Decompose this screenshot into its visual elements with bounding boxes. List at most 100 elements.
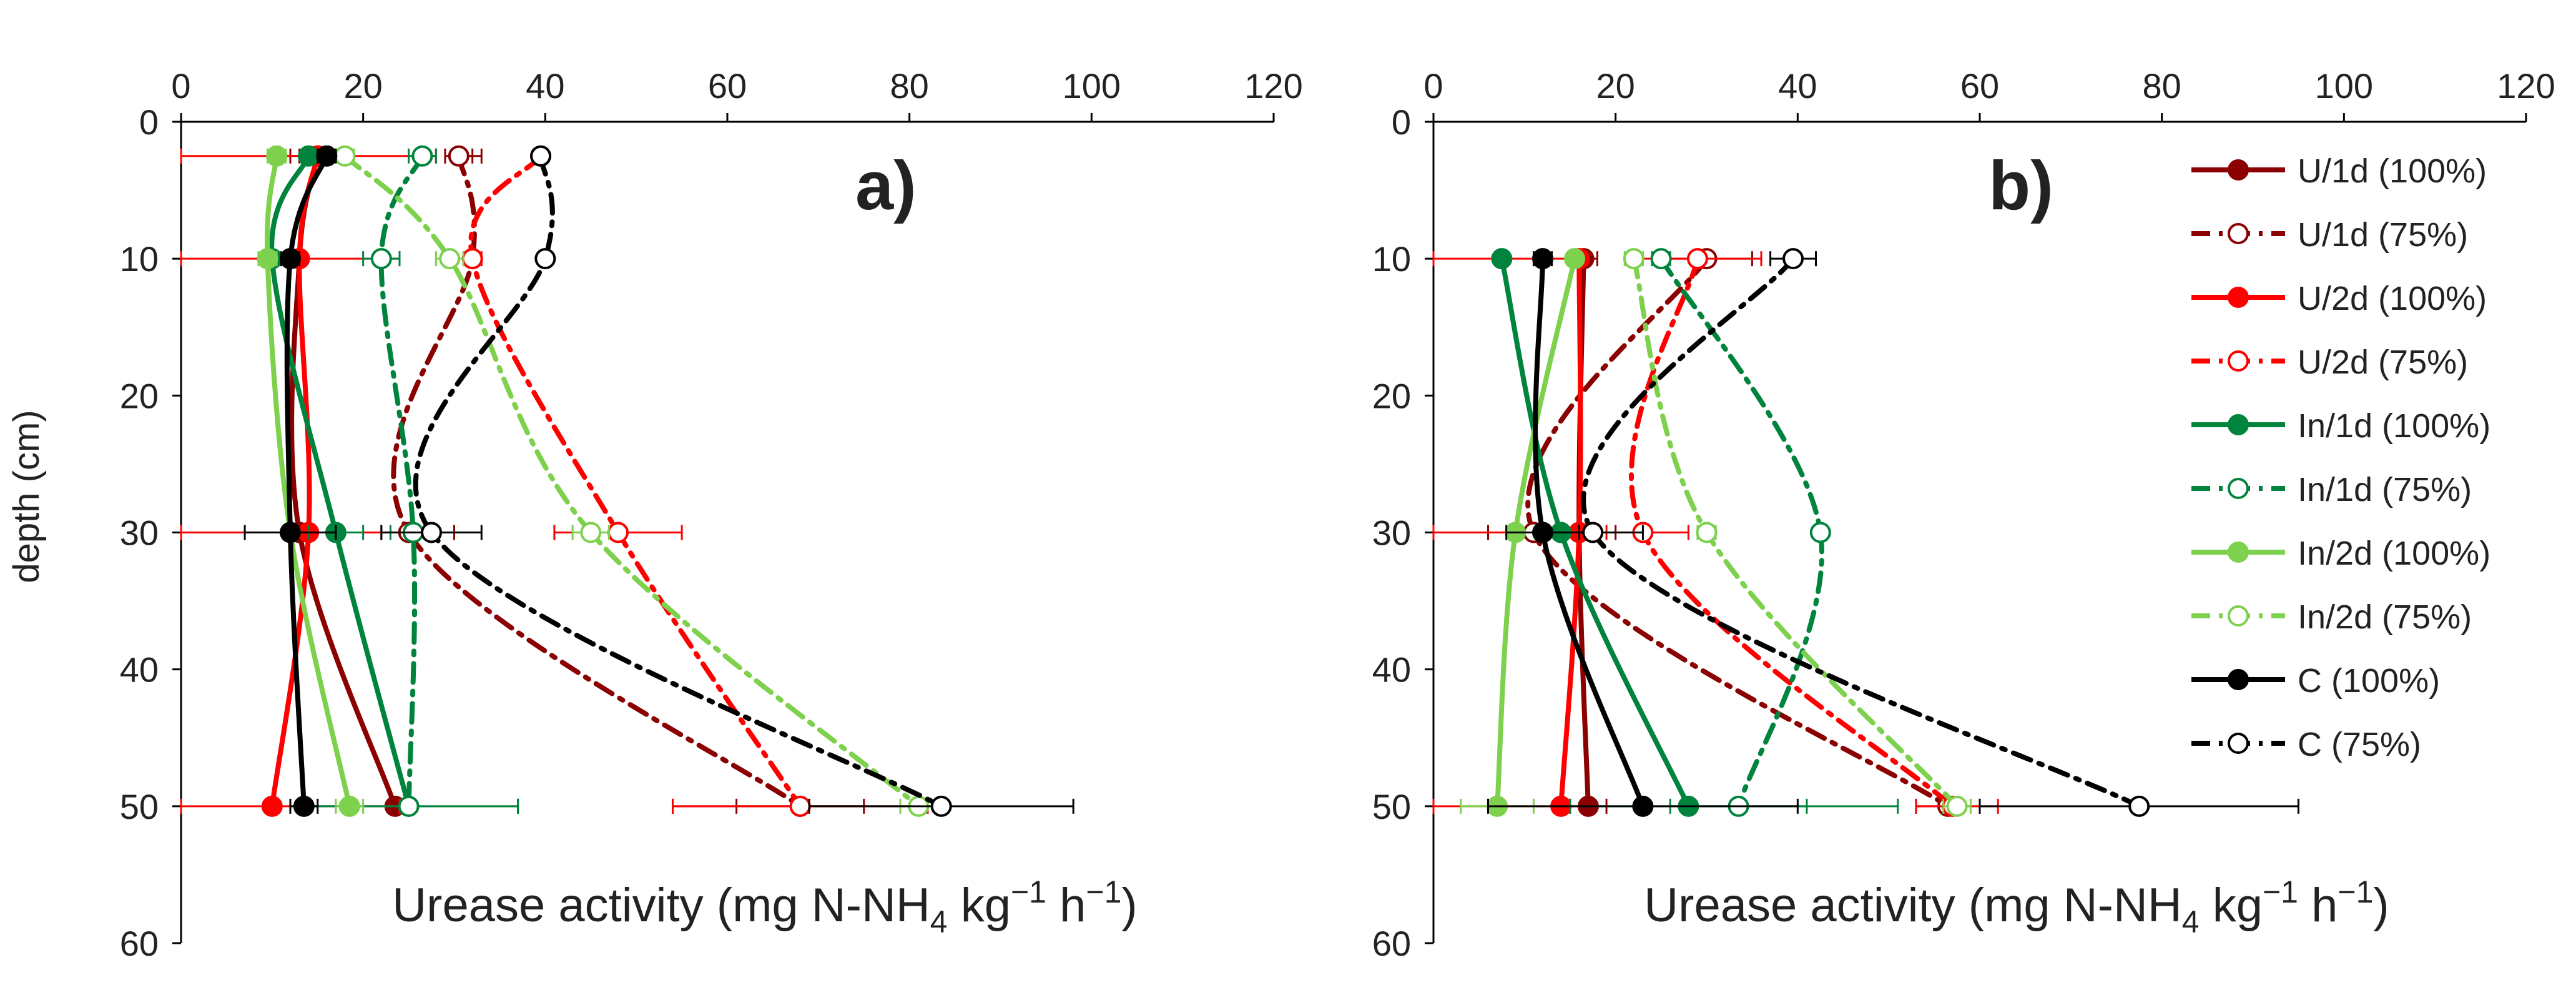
data-point [1696,522,1718,543]
legend-item-c-100: C (100%) [2191,662,2440,700]
data-point [421,522,443,543]
data-point [261,795,283,817]
data-point [293,795,315,817]
data-point [1582,522,1604,543]
data-point [930,795,952,817]
y-tick-label: 30 [1372,513,1411,553]
x-tick-label: 40 [1778,66,1817,106]
data-point [1782,248,1804,270]
legend-label: U/1d (100%) [2298,152,2487,190]
series-u-2d-75 [461,145,929,817]
legend-item-u-1d-100: U/1d (100%) [2191,152,2487,190]
x-tick-label: 120 [1244,66,1302,106]
legend-swatch-marker [2228,159,2249,181]
data-point [789,795,811,817]
legend-swatch-marker [2228,223,2249,244]
data-point [448,145,469,167]
series-line [342,153,922,809]
x-axis-label: Urease activity (mg N-NH4 kg−1 h−1) [1644,874,2389,939]
x-tick-label: 20 [344,66,383,106]
legend-item-u-1d-75: U/1d (75%) [2191,216,2468,254]
legend-item-u-2d-100: U/2d (100%) [2191,280,2487,317]
panel-label: b) [1989,147,2053,224]
data-point [1564,248,1586,270]
y-tick-label: 60 [120,924,159,963]
x-axis-label: Urease activity (mg N-NH4 kg−1 h−1) [392,874,1137,939]
legend-swatch-marker [2228,287,2249,308]
data-point [266,145,288,167]
x-tick-label: 120 [2497,66,2555,106]
legend-label: In/2d (100%) [2298,535,2490,572]
panel-a: 0 20 40 60 80 100 120 0 10 20 30 40 50 60 a) Urease act… [120,66,1303,963]
series-line [468,153,803,809]
series-u-2d-100 [180,145,437,817]
series-line [378,153,425,809]
series-c-75 [1541,248,2299,817]
x-tick-label: 0 [1423,66,1443,106]
data-point [370,248,392,270]
legend-swatch-marker [2228,669,2249,690]
data-point [411,145,433,167]
data-point [1623,248,1644,270]
y-tick-label: 50 [1372,787,1411,826]
y-tick-label: 0 [1392,102,1411,142]
y-tick-label: 20 [1372,376,1411,415]
legend-label: U/2d (100%) [2298,280,2487,317]
data-point [580,522,602,543]
x-tick-label: 100 [1063,66,1121,106]
legend-swatch-marker [2228,414,2249,435]
x-tick-label: 60 [1960,66,1999,106]
data-point [2128,795,2150,817]
series-line [413,153,944,809]
series-line [1629,256,1955,809]
data-point [1809,522,1831,543]
data-point [1686,248,1708,270]
data-point [257,248,278,270]
legend-swatch-marker [2228,733,2249,754]
series-line [269,153,320,809]
x-tick-label: 60 [708,66,747,106]
x-tick-label: 0 [171,66,190,106]
legend-swatch-marker [2228,542,2249,563]
series-c-75 [380,145,1074,817]
legend-label: C (75%) [2298,726,2421,763]
legend-item-u-2d-75: U/2d (75%) [2191,344,2468,381]
data-point [1491,248,1513,270]
legend-swatch-marker [2228,350,2249,372]
y-axis-label: depth (cm) [6,410,47,583]
y-tick-label: 60 [1372,924,1411,963]
series-in-2d-75 [334,145,938,817]
legend-item-in-2d-100: In/2d (100%) [2191,535,2490,572]
legend-label: U/1d (75%) [2298,216,2468,254]
y-tick-label: 40 [120,650,159,690]
legend-label: In/1d (100%) [2298,407,2490,445]
legend-label: C (100%) [2298,662,2440,700]
y-tick-label: 0 [139,102,159,142]
data-point [607,522,629,543]
series-in-1d-75 [298,145,519,817]
legend-swatch-marker [2228,478,2249,499]
data-point [338,795,360,817]
legend-label: U/2d (75%) [2298,344,2468,381]
series-u-2d-75 [1605,248,1999,817]
data-point [1946,795,1968,817]
data-point [334,145,356,167]
legend-label: In/1d (75%) [2298,471,2472,508]
data-point [280,248,301,270]
data-point [439,248,461,270]
data-point [298,145,320,167]
legend-item-in-2d-75: In/2d (75%) [2191,598,2472,636]
data-point [461,248,483,270]
data-point [1632,795,1654,817]
y-tick-label: 40 [1372,650,1411,690]
series-line [264,153,352,809]
data-point [534,248,556,270]
x-tick-label: 20 [1596,66,1635,106]
x-tick-label: 100 [2315,66,2373,106]
y-tick-label: 50 [120,787,159,826]
series-u-1d-75 [380,145,929,817]
series-line [1581,256,2142,809]
x-tick-label: 40 [526,66,564,106]
legend-label: In/2d (75%) [2298,598,2472,636]
